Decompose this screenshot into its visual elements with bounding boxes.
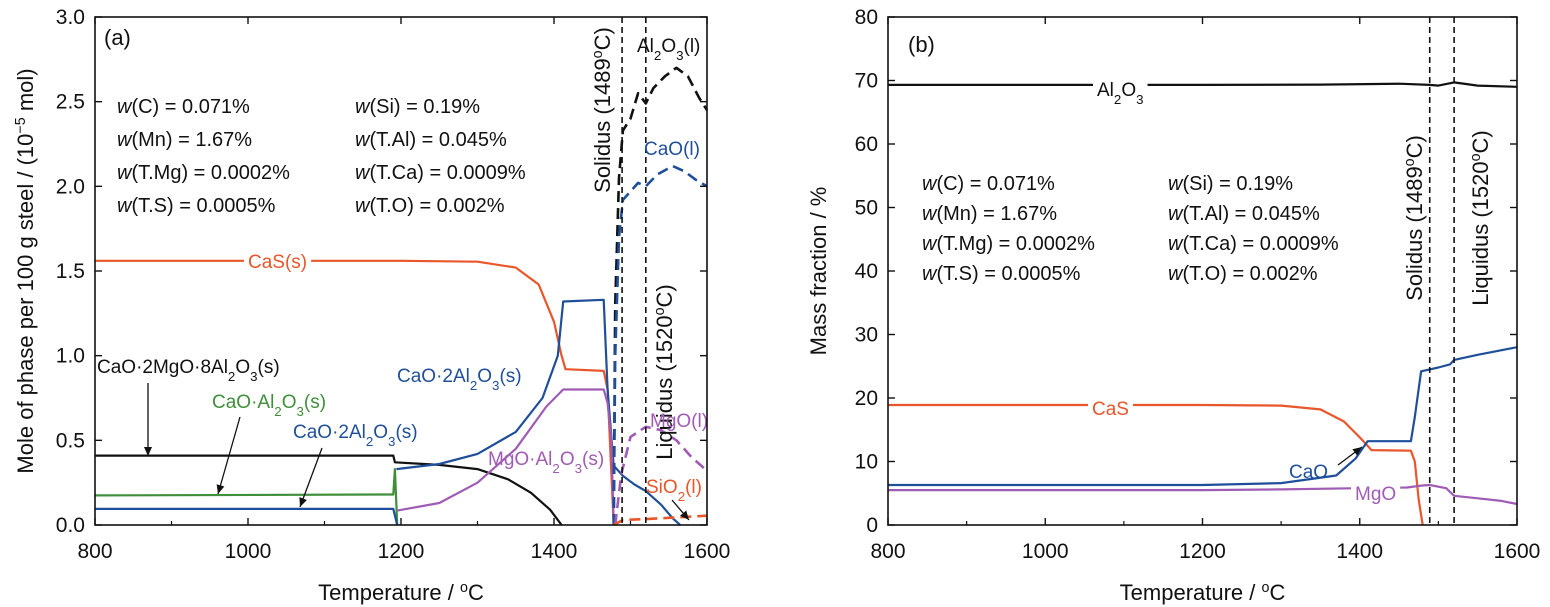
composition-5: w(T.Ca) = 0.0009% [355,162,526,184]
x-tick-label-3: 1400 [1336,540,1383,563]
composition-6: w(T.S) = 0.0005% [922,263,1081,285]
series-line-3 [95,507,399,526]
series-line-0 [888,81,1518,88]
y-tick-label-0: 0 [866,514,878,537]
y-tick-label-6: 60 [855,133,878,156]
y-axis-label: Mole of phase per 100 g steel / (10−5 mo… [13,68,38,473]
y-tick-label-5: 50 [855,197,878,220]
annotation-arrow-2 [217,416,241,495]
annotation-1: CaO·2MgO·8Al2O3(s) [97,357,280,384]
annotation-bg-1 [1088,399,1133,420]
x-axis-label: Temperature / oC [318,580,484,605]
annotation-2: CaO·Al2O3(s) [212,392,326,419]
composition-3: w(T.Al) = 0.045% [355,129,507,151]
y-tick-label-4: 40 [855,260,878,283]
y-tick-label-2: 20 [855,387,878,410]
composition-7: w(T.O) = 0.002% [1168,263,1318,285]
annotation-0: Al2O3 [1097,80,1144,107]
panel-a: Solidus (1489oC) Liquidus (1520oC) CaS(s) C… [13,6,730,605]
series-line-3 [888,483,1518,506]
x-axis-label: Temperature / oC [1120,580,1286,605]
y-tick-label-1: 10 [855,451,878,474]
panel-b: Solidus (1489oC) Liquidus (1520oC) Al2O3 Ca… [806,6,1540,605]
composition-1: w(Si) = 0.19% [1168,173,1293,195]
composition-2: w(Mn) = 1.67% [922,203,1057,225]
vline-label-0: Solidus (1489oC) [590,27,615,193]
annotation-7: CaO(l) [644,139,700,160]
y-tick-label-7: 70 [855,70,878,93]
annotation-arrowhead-9 [680,510,689,520]
x-tick-label-2: 1200 [378,540,425,563]
series-line-1 [95,454,563,526]
vline-label-0: Solidus (1489oC) [1402,135,1427,301]
y-tick-label-6: 3.0 [56,6,85,29]
series-line-9 [613,514,708,527]
series-line-5 [397,388,615,526]
series-line-1 [888,403,1424,526]
composition-4: w(T.Mg) = 0.0002% [117,162,290,184]
composition-0: w(C) = 0.071% [117,96,250,118]
annotation-bg-3 [1351,484,1401,505]
x-tick-label-4: 1600 [684,540,731,563]
series-line-6 [612,66,709,526]
composition-6: w(T.S) = 0.0005% [117,195,276,217]
y-tick-label-4: 2.0 [56,175,85,198]
annotation-4: CaO·2Al2O3(s) [293,422,418,449]
annotation-bg-0 [244,252,312,273]
y-tick-label-3: 30 [855,324,878,347]
annotation-3: MgO [1355,484,1396,505]
x-tick-label-4: 1600 [1494,540,1541,563]
annotation-6: Al2O3(l) [637,36,700,63]
x-tick-label-0: 800 [870,540,905,563]
composition-2: w(Mn) = 1.67% [117,129,252,151]
y-tick-label-5: 2.5 [56,91,85,114]
panel-label: (b) [908,32,935,57]
composition-3: w(T.Al) = 0.045% [1168,203,1320,225]
annotation-3: CaO·2Al2O3(s) [397,366,522,393]
x-tick-label-1: 1000 [1022,540,1069,563]
y-tick-label-1: 0.5 [56,429,85,452]
annotation-arrowhead-4 [299,497,307,507]
series-line-2 [94,468,399,526]
vline-label-1: Liquidus (1520oC) [1468,130,1493,306]
composition-5: w(T.Ca) = 0.0009% [1168,233,1339,255]
annotation-arrowhead-2 [216,484,225,494]
vline-label-1: Liquidus (1520oC) [652,284,677,460]
annotation-8: MgO(l) [650,411,708,432]
x-tick-label-1: 1000 [225,540,272,563]
annotation-arrowhead-2 [1352,447,1362,456]
annotation-5: MgO·Al2O3(s) [488,449,604,476]
composition-4: w(T.Mg) = 0.0002% [922,233,1095,255]
composition-1: w(Si) = 0.19% [355,96,480,118]
y-tick-label-3: 1.5 [56,260,85,283]
x-tick-label-2: 1200 [1179,540,1226,563]
y-tick-label-8: 80 [855,6,878,29]
annotation-arrowhead-1 [144,447,152,456]
composition-7: w(T.O) = 0.002% [355,195,505,217]
annotation-1: CaS [1092,399,1129,420]
annotation-arrow-4 [299,447,323,508]
annotation-2: CaO [1289,462,1328,483]
annotation-9: SiO2(l) [646,477,702,504]
annotation-0: CaS(s) [248,252,307,273]
annotation-bg-0 [1093,80,1148,107]
y-tick-label-0: 0.0 [56,514,85,537]
y-tick-label-2: 1.0 [56,345,85,368]
x-tick-label-0: 800 [77,540,112,563]
y-axis-label: Mass fraction / % [806,187,831,356]
series-line-0 [95,259,615,526]
composition-0: w(C) = 0.071% [922,173,1055,195]
series-line-2 [888,346,1518,487]
panel-label: (a) [104,25,131,50]
x-tick-label-3: 1400 [531,540,578,563]
series-line-4 [396,298,681,526]
